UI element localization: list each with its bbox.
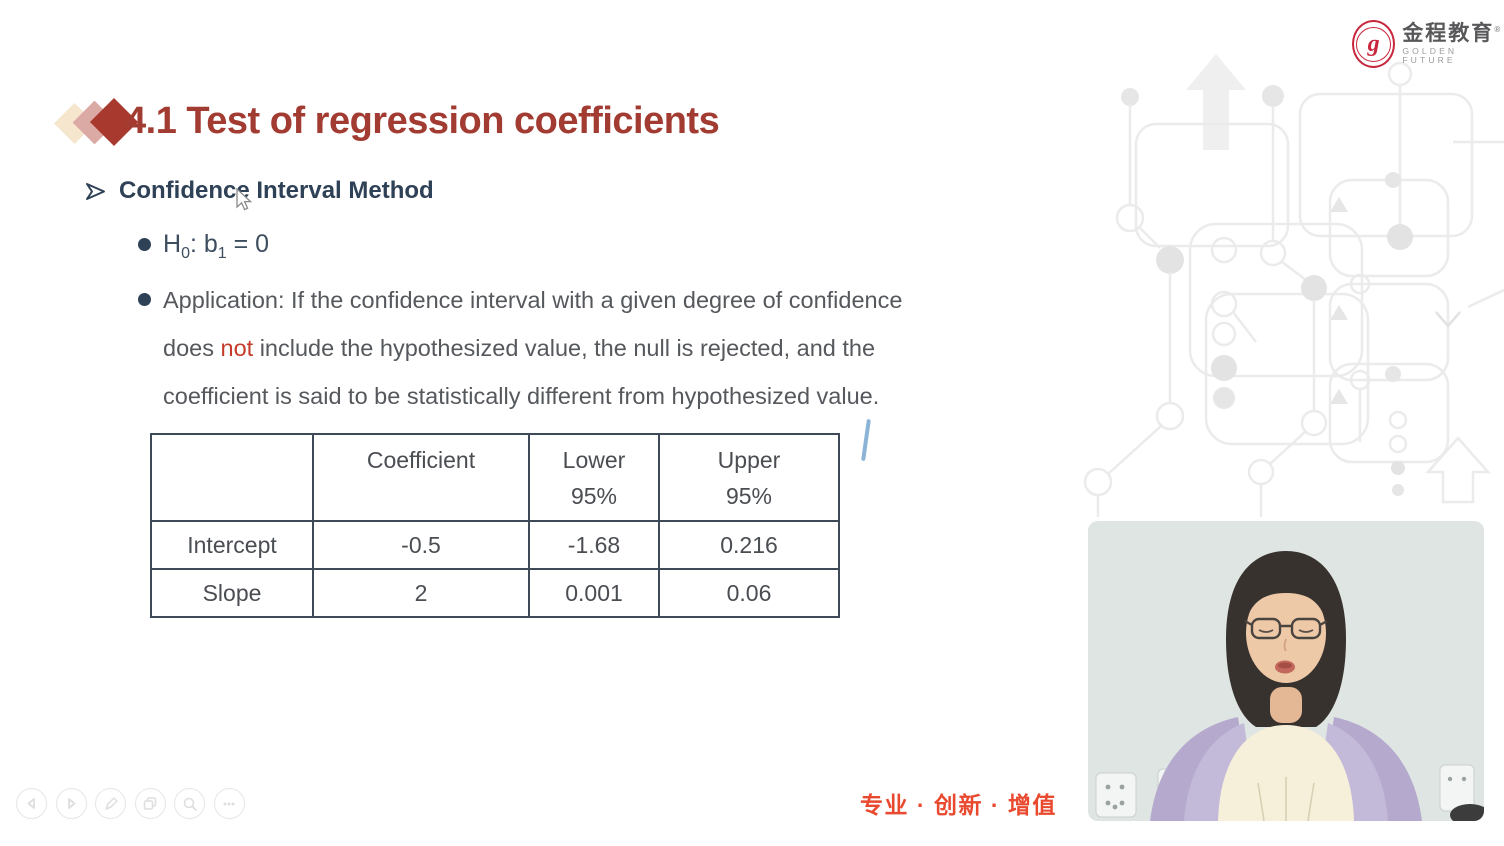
brand-slogan: 专业 · 创新 · 增值 <box>860 792 1057 818</box>
logo-cn-name: 金程教育 <box>1402 22 1495 46</box>
application-line-3: coefficient is said to be statistically … <box>163 383 880 409</box>
table-header-upper-95: Upper 95% <box>658 433 840 522</box>
previous-arrow-icon <box>27 798 35 809</box>
magnifier-icon <box>183 797 197 811</box>
more-options-button[interactable] <box>213 788 245 819</box>
intercept-upper-95: 0.216 <box>658 520 840 570</box>
microphone-icon <box>1450 804 1484 821</box>
title-diamond-decoration <box>53 97 139 147</box>
hypothesis-statement: H0: b1 = 0 <box>163 230 270 262</box>
application-line-1: Application: If the confidence interval … <box>163 287 903 313</box>
slope-upper-95: 0.06 <box>658 568 840 618</box>
bullet-dot-icon <box>138 293 151 306</box>
glasses-icon <box>1244 617 1328 640</box>
coefficients-table: Coefficient Lower 95% Upper 95% Intercep… <box>150 433 840 618</box>
table-header-lower-95: Lower 95% <box>528 433 660 522</box>
next-slide-button[interactable] <box>55 788 87 819</box>
previous-slide-button[interactable] <box>16 788 47 819</box>
bullet-dot-icon <box>138 238 151 251</box>
brand-logo: g 金程教育® GOLDEN FUTURE <box>1352 20 1504 68</box>
instructor-avatar <box>1150 551 1422 821</box>
application-line-2: does not include the hypothesized value,… <box>163 335 876 361</box>
zoom-tool-button[interactable] <box>174 788 205 819</box>
table-header-row: Coefficient Lower 95% Upper 95% <box>150 433 840 522</box>
slide-title: 4.1 Test of regression coefficients <box>125 100 720 142</box>
logo-en-name: GOLDEN FUTURE <box>1402 46 1458 65</box>
slope-coefficient: 2 <box>312 568 530 618</box>
intercept-lower-95: -1.68 <box>528 520 660 570</box>
background-circuit-pattern <box>1083 54 1504 517</box>
logo-monogram: g <box>1356 26 1392 62</box>
slope-lower-95: 0.001 <box>528 568 660 618</box>
ellipsis-icon <box>223 802 235 805</box>
application-paragraph: Application: If the confidence interval … <box>163 276 1043 420</box>
slide-panels-button[interactable] <box>134 788 166 819</box>
intercept-coefficient: -0.5 <box>312 520 530 570</box>
next-arrow-icon <box>67 798 75 809</box>
pen-icon <box>104 796 118 810</box>
slide-panels-icon <box>143 796 157 810</box>
mouse-cursor-icon <box>236 188 253 211</box>
table-row-intercept: Intercept -0.5 -1.68 0.216 <box>150 520 840 570</box>
instructor-webcam-video <box>1088 521 1484 821</box>
highlighted-not-word: not <box>220 335 254 361</box>
registered-trademark: ® <box>1494 25 1503 35</box>
pen-annotation-mark <box>861 418 871 462</box>
player-toolbar <box>16 788 245 819</box>
table-header-empty <box>150 433 314 522</box>
section-heading: Confidence Interval Method <box>119 177 434 204</box>
row-label: Slope <box>150 568 314 618</box>
wall-outlet-icon <box>1095 772 1137 818</box>
pen-tool-button[interactable] <box>95 788 126 819</box>
logo-seal-icon: g <box>1352 20 1396 68</box>
row-label: Intercept <box>150 520 314 570</box>
table-row-slope: Slope 2 0.001 0.06 <box>150 568 840 618</box>
table-header-coefficient: Coefficient <box>312 433 530 522</box>
arrow-bullet-icon <box>86 182 105 200</box>
